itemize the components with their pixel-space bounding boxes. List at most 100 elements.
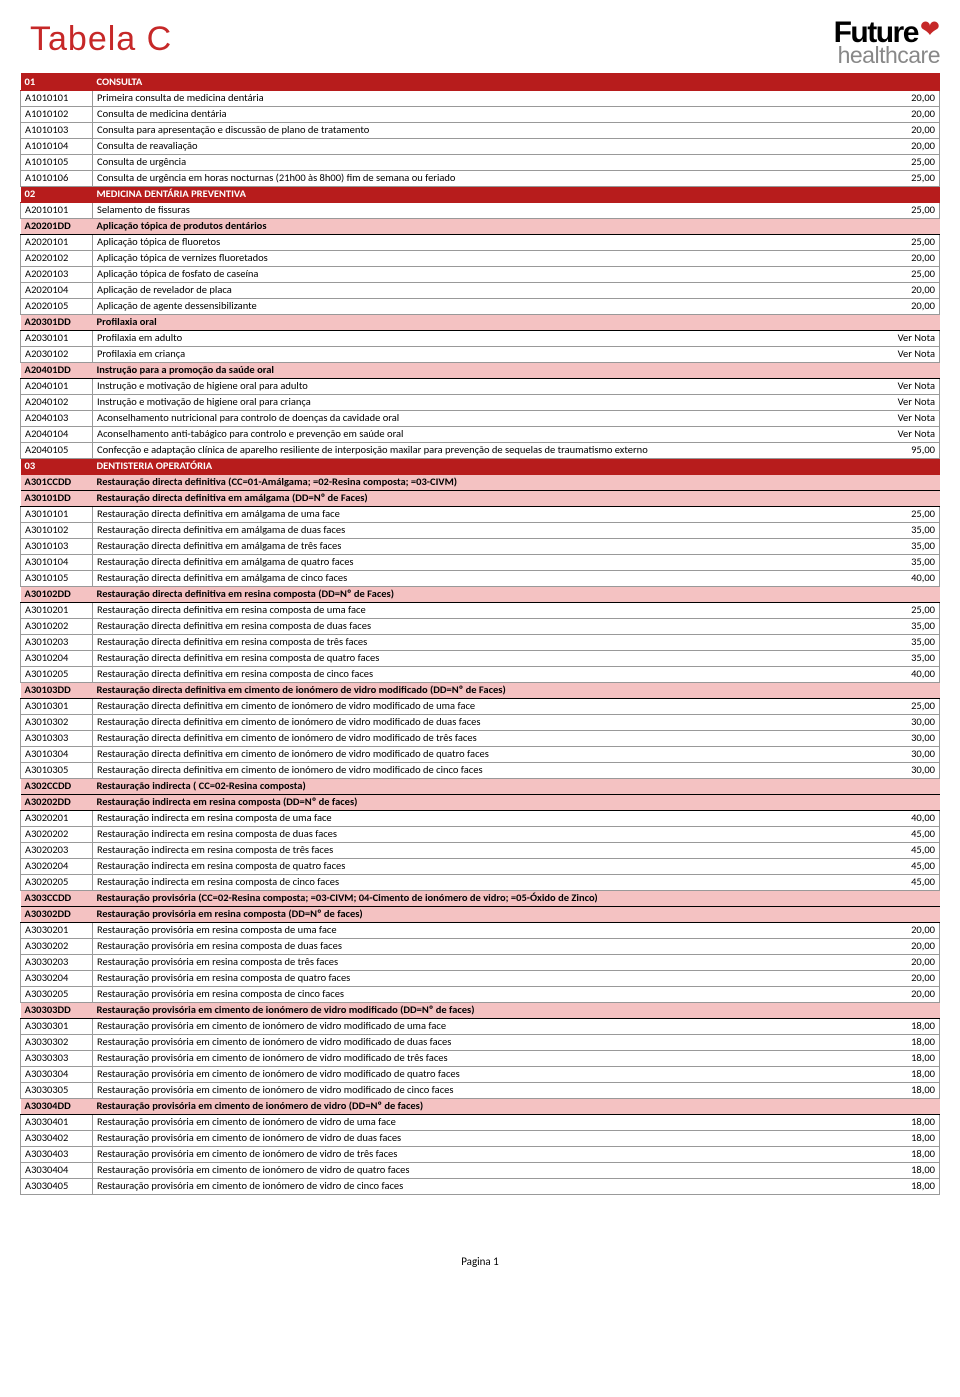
row-code: A2020101	[21, 234, 93, 250]
row-description: Restauração directa definitiva em resina…	[93, 650, 870, 666]
row-price: 30,00	[870, 730, 940, 746]
row-code: A3010302	[21, 714, 93, 730]
row-code: A3010201	[21, 602, 93, 618]
row-code: A3030401	[21, 1114, 93, 1130]
row-price: 45,00	[870, 842, 940, 858]
row-description: Consulta para apresentação e discussão d…	[93, 122, 870, 138]
row-description: Restauração directa definitiva em ciment…	[93, 746, 870, 762]
row-code: A1010101	[21, 90, 93, 106]
table-row: A3010104Restauração directa definitiva e…	[21, 554, 940, 570]
row-description: Restauração provisória em cimento de ion…	[93, 1162, 870, 1178]
row-price: Ver Nota	[870, 394, 940, 410]
row-description: Consulta de reavaliação	[93, 138, 870, 154]
row-code: A302CCDD	[21, 778, 93, 794]
row-price: 18,00	[870, 1162, 940, 1178]
row-code: A30302DD	[21, 906, 93, 922]
row-code: A3010104	[21, 554, 93, 570]
row-code: A30304DD	[21, 1098, 93, 1114]
row-price: Ver Nota	[870, 410, 940, 426]
row-price: 40,00	[870, 810, 940, 826]
row-code: A3010305	[21, 762, 93, 778]
table-row: A3030404Restauração provisória em ciment…	[21, 1162, 940, 1178]
row-description: Instrução e motivação de higiene oral pa…	[93, 394, 870, 410]
row-code: A3030303	[21, 1050, 93, 1066]
row-price: 20,00	[870, 954, 940, 970]
row-price: 18,00	[870, 1066, 940, 1082]
table-row: A2020103Aplicação tópica de fosfato de c…	[21, 266, 940, 282]
row-code: A30202DD	[21, 794, 93, 810]
row-price: 25,00	[870, 698, 940, 714]
table-row: A2020101Aplicação tópica de fluoretos25,…	[21, 234, 940, 250]
row-description: Restauração directa definitiva em amálga…	[93, 506, 870, 522]
table-row: A1010103Consulta para apresentação e dis…	[21, 122, 940, 138]
table-row: A1010105Consulta de urgência25,00	[21, 154, 940, 170]
row-description: DENTISTERIA OPERATÓRIA	[93, 458, 870, 474]
row-price: 35,00	[870, 522, 940, 538]
pricing-table: 01CONSULTAA1010101Primeira consulta de m…	[20, 73, 940, 1195]
row-code: A3030301	[21, 1018, 93, 1034]
table-row: A1010101Primeira consulta de medicina de…	[21, 90, 940, 106]
row-description: Restauração provisória (CC=02-Resina com…	[93, 890, 870, 906]
table-row: 02MEDICINA DENTÁRIA PREVENTIVA	[21, 186, 940, 202]
row-code: A3020204	[21, 858, 93, 874]
table-row: A3030202Restauração provisória em resina…	[21, 938, 940, 954]
row-code: A3010202	[21, 618, 93, 634]
row-code: A30303DD	[21, 1002, 93, 1018]
table-row: A20301DDProfilaxia oral	[21, 314, 940, 330]
row-price: 25,00	[870, 602, 940, 618]
row-description: Aplicação tópica de produtos dentários	[93, 218, 870, 234]
row-description: Restauração provisória em resina compost…	[93, 954, 870, 970]
row-code: A1010103	[21, 122, 93, 138]
row-code: A303CCDD	[21, 890, 93, 906]
row-description: Aplicação tópica de vernizes fluoretados	[93, 250, 870, 266]
row-description: Restauração provisória em cimento de ion…	[93, 1002, 870, 1018]
row-code: A3030205	[21, 986, 93, 1002]
row-description: Restauração directa definitiva em amálga…	[93, 570, 870, 586]
table-row: A3010201Restauração directa definitiva e…	[21, 602, 940, 618]
row-code: A2020103	[21, 266, 93, 282]
table-row: A3010303Restauração directa definitiva e…	[21, 730, 940, 746]
row-description: Restauração provisória em cimento de ion…	[93, 1050, 870, 1066]
row-description: Restauração provisória em cimento de ion…	[93, 1130, 870, 1146]
page-header: Tabela C Future❤ healthcare	[20, 20, 940, 65]
row-price: 40,00	[870, 570, 940, 586]
table-row: A2010101Selamento de fissuras25,00	[21, 202, 940, 218]
table-row: A3030302Restauração provisória em ciment…	[21, 1034, 940, 1050]
table-row: A30101DDRestauração directa definitiva e…	[21, 490, 940, 506]
table-row: A3030203Restauração provisória em resina…	[21, 954, 940, 970]
row-code: A3030404	[21, 1162, 93, 1178]
row-code: A2010101	[21, 202, 93, 218]
row-price: 35,00	[870, 618, 940, 634]
row-code: A2040101	[21, 378, 93, 394]
row-code: A2040104	[21, 426, 93, 442]
table-row: A2020105Aplicação de agente dessensibili…	[21, 298, 940, 314]
table-row: A30303DDRestauração provisória em ciment…	[21, 1002, 940, 1018]
row-description: Restauração directa definitiva em ciment…	[93, 714, 870, 730]
row-code: A3030203	[21, 954, 93, 970]
row-price	[870, 458, 940, 474]
row-code: A1010102	[21, 106, 93, 122]
table-row: A3010205Restauração directa definitiva e…	[21, 666, 940, 682]
table-row: A3030305Restauração provisória em ciment…	[21, 1082, 940, 1098]
row-description: Restauração directa definitiva em amálga…	[93, 522, 870, 538]
row-price	[870, 778, 940, 794]
table-row: A3030303Restauração provisória em ciment…	[21, 1050, 940, 1066]
table-row: A3010302Restauração directa definitiva e…	[21, 714, 940, 730]
row-code: A30102DD	[21, 586, 93, 602]
row-code: A3020202	[21, 826, 93, 842]
table-row: A3030304Restauração provisória em ciment…	[21, 1066, 940, 1082]
row-description: Aplicação de revelador de placa	[93, 282, 870, 298]
row-price: 45,00	[870, 826, 940, 842]
table-row: A3010304Restauração directa definitiva e…	[21, 746, 940, 762]
row-price	[870, 186, 940, 202]
page-footer: Pagina 1	[20, 1255, 940, 1268]
row-description: Restauração directa definitiva em resina…	[93, 586, 870, 602]
row-price: 18,00	[870, 1130, 940, 1146]
row-price: 20,00	[870, 90, 940, 106]
row-code: A3010205	[21, 666, 93, 682]
row-description: Restauração directa definitiva em amálga…	[93, 490, 870, 506]
row-code: A2040105	[21, 442, 93, 458]
row-code: A2020104	[21, 282, 93, 298]
row-description: Consulta de urgência em horas nocturnas …	[93, 170, 870, 186]
row-code: A3010304	[21, 746, 93, 762]
